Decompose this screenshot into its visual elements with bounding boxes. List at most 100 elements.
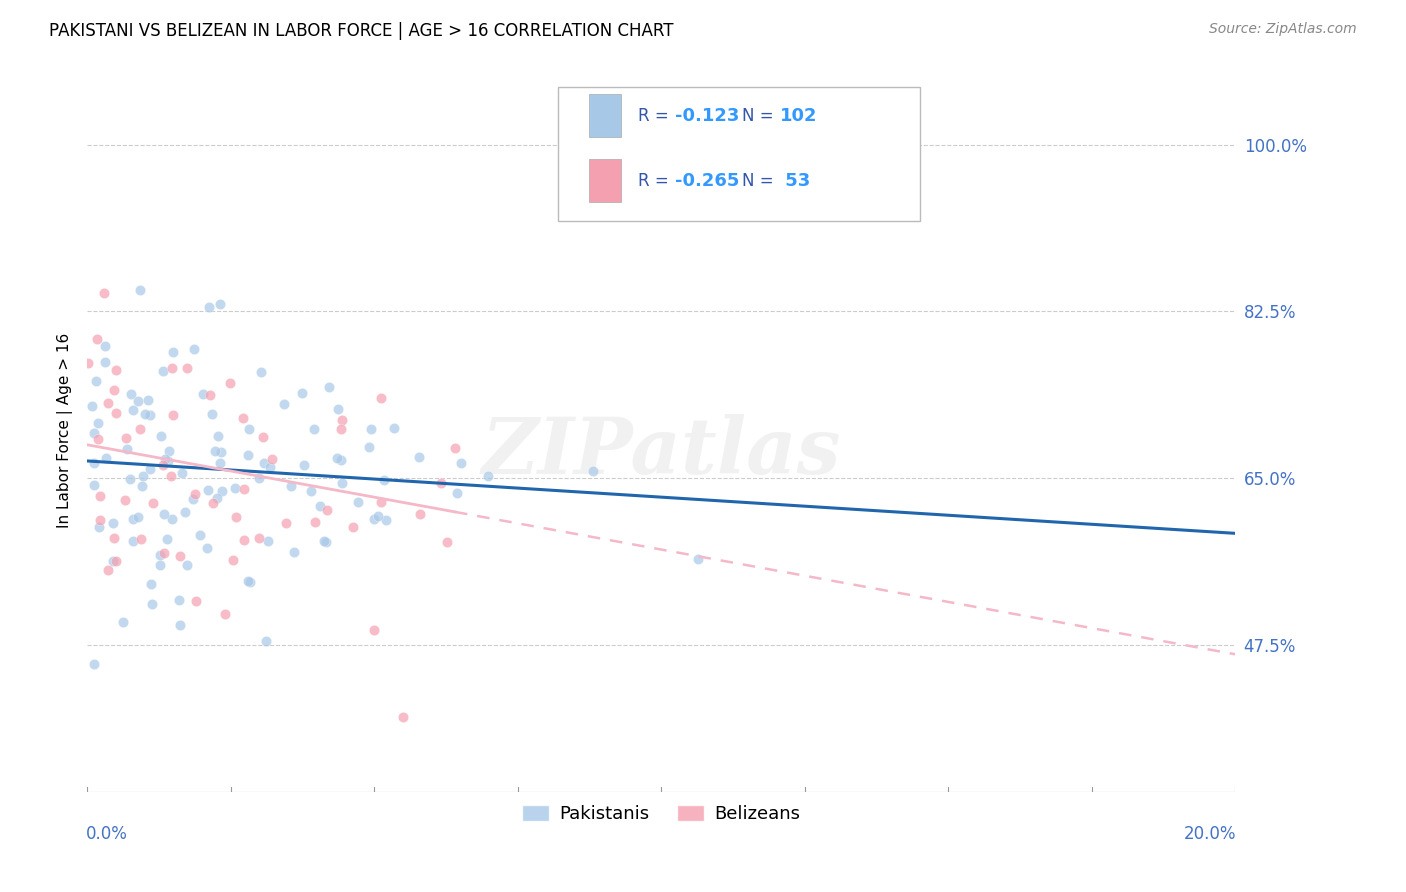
Point	[153, 507, 176, 521]
Point	[360, 422, 382, 436]
Point	[316, 502, 339, 516]
Point	[169, 549, 191, 564]
Point	[342, 520, 364, 534]
Text: N =: N =	[741, 172, 779, 190]
Point	[247, 471, 270, 485]
Point	[162, 344, 184, 359]
Point	[239, 575, 262, 590]
Point	[139, 576, 162, 591]
Point	[214, 607, 236, 621]
Point	[162, 409, 184, 423]
FancyBboxPatch shape	[589, 94, 621, 137]
Point	[87, 432, 110, 446]
Point	[87, 416, 110, 430]
Point	[105, 405, 128, 419]
Text: R =: R =	[638, 172, 675, 190]
Point	[111, 615, 134, 629]
Point	[308, 500, 330, 514]
Point	[153, 451, 176, 466]
Point	[283, 545, 305, 559]
Point	[207, 428, 229, 442]
Point	[160, 469, 183, 483]
Point	[209, 445, 232, 459]
Point	[408, 450, 430, 464]
Point	[142, 496, 165, 510]
Point	[132, 468, 155, 483]
Text: ZIPatlas: ZIPatlas	[481, 414, 841, 491]
Point	[118, 472, 141, 486]
Point	[291, 386, 314, 401]
Point	[222, 553, 245, 567]
Point	[236, 574, 259, 588]
Point	[477, 469, 499, 483]
Point	[367, 509, 389, 524]
Point	[274, 516, 297, 531]
Point	[184, 487, 207, 501]
Point	[450, 456, 472, 470]
Point	[201, 407, 224, 421]
Point	[101, 554, 124, 568]
Point	[83, 426, 105, 441]
Point	[254, 634, 277, 648]
Point	[209, 297, 232, 311]
Point	[114, 493, 136, 508]
Point	[197, 301, 219, 315]
Point	[127, 393, 149, 408]
Point	[103, 531, 125, 545]
Point	[370, 495, 392, 509]
Point	[176, 558, 198, 573]
Point	[359, 441, 381, 455]
Point	[318, 380, 340, 394]
Point	[104, 363, 127, 377]
Point	[330, 476, 353, 491]
Point	[157, 443, 180, 458]
Point	[89, 513, 111, 527]
Text: 20.0%: 20.0%	[1184, 825, 1236, 843]
Point	[195, 541, 218, 556]
Point	[104, 554, 127, 568]
Point	[198, 388, 221, 402]
Point	[688, 551, 710, 566]
Point	[136, 392, 159, 407]
Point	[129, 532, 152, 546]
Point	[122, 533, 145, 548]
Point	[94, 451, 117, 466]
Point	[127, 510, 149, 524]
Point	[156, 533, 179, 547]
Point	[94, 339, 117, 353]
Point	[89, 489, 111, 503]
Text: R =: R =	[638, 106, 675, 125]
Point	[582, 464, 605, 478]
Text: PAKISTANI VS BELIZEAN IN LABOR FORCE | AGE > 16 CORRELATION CHART: PAKISTANI VS BELIZEAN IN LABOR FORCE | A…	[49, 22, 673, 40]
Point	[176, 361, 198, 376]
Point	[208, 456, 231, 470]
Point	[149, 548, 172, 562]
Point	[211, 483, 233, 498]
Point	[169, 618, 191, 632]
Point	[83, 478, 105, 492]
Point	[252, 430, 274, 444]
Point	[373, 474, 395, 488]
Point	[363, 512, 385, 526]
Point	[328, 402, 350, 417]
Text: 53: 53	[779, 172, 811, 190]
Point	[141, 597, 163, 611]
Point	[103, 383, 125, 397]
FancyBboxPatch shape	[589, 159, 621, 202]
Point	[197, 483, 219, 498]
Point	[184, 594, 207, 608]
Point	[224, 481, 246, 495]
Point	[253, 456, 276, 470]
Point	[173, 505, 195, 519]
Point	[370, 391, 392, 405]
Point	[138, 462, 160, 476]
Text: 102: 102	[779, 106, 817, 125]
Text: 0.0%: 0.0%	[86, 825, 128, 843]
Point	[122, 403, 145, 417]
Point	[262, 452, 284, 467]
Point	[446, 486, 468, 500]
Point	[167, 592, 190, 607]
Point	[232, 483, 254, 497]
Point	[82, 399, 104, 413]
Point	[153, 546, 176, 560]
